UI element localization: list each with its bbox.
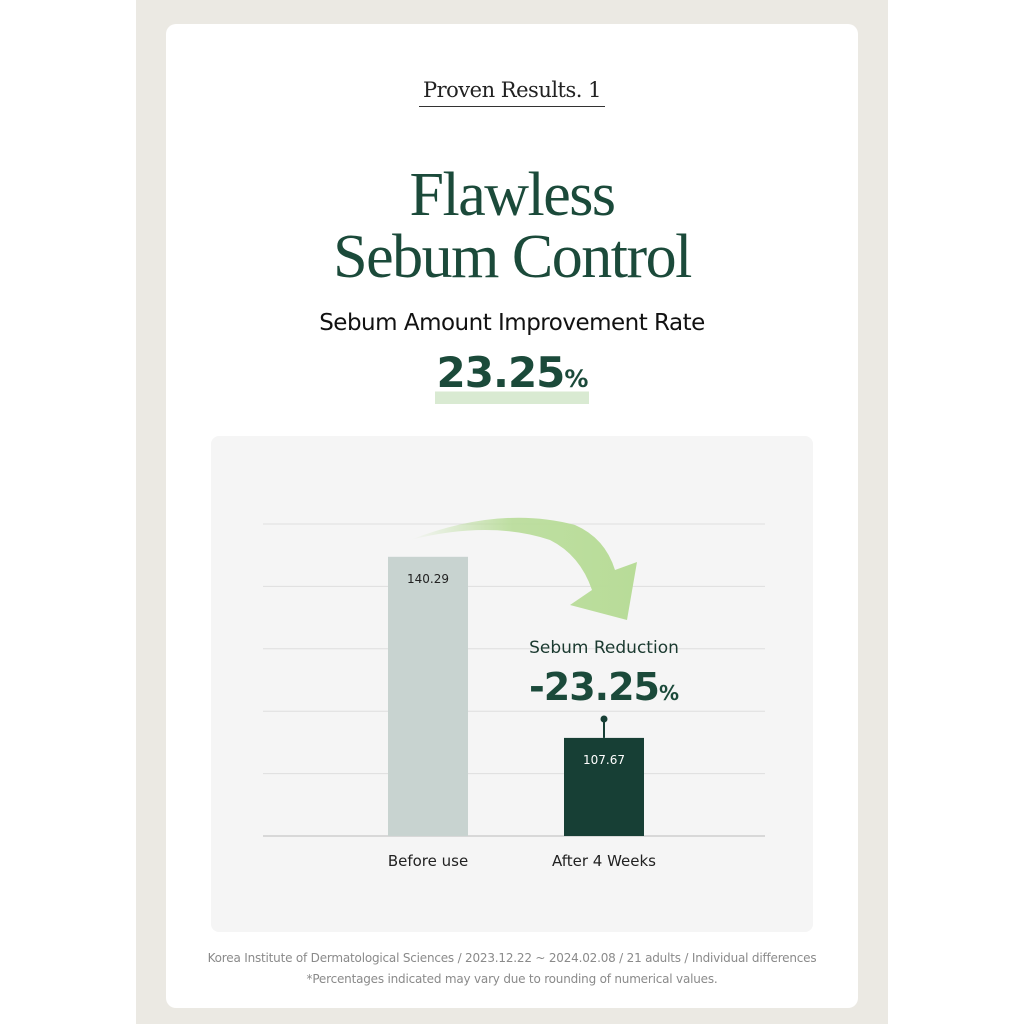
rate-unit: %	[564, 365, 588, 393]
page-title: Flawless Sebum Control	[0, 164, 1024, 288]
category-label: Before use	[388, 852, 468, 870]
bar-value-label: 107.67	[583, 753, 625, 767]
footer-note: *Percentages indicated may vary due to r…	[306, 972, 718, 986]
rate-value: 23.25	[436, 348, 566, 397]
category-label: After 4 Weeks	[552, 852, 656, 870]
annotation-label: Sebum Reduction	[529, 638, 679, 658]
annotation-number: -23.25	[529, 665, 659, 709]
subtitle: Sebum Amount Improvement Rate	[319, 310, 705, 336]
eyebrow: Proven Results. 1	[0, 78, 1024, 107]
footer-source: Korea Institute of Dermatological Scienc…	[207, 951, 817, 965]
bar-after	[564, 737, 644, 836]
eyebrow-text: Proven Results. 1	[419, 78, 605, 107]
annotation-value: -23.25%	[529, 665, 679, 709]
rate: 23.25%	[0, 348, 1024, 404]
bar-before	[388, 556, 468, 836]
arrow-icon	[410, 517, 637, 620]
annotation-pin-dot	[600, 715, 608, 723]
title-line-2: Sebum Control	[333, 223, 692, 291]
title-line-1: Flawless	[409, 161, 617, 229]
bar-value-label: 140.29	[407, 572, 449, 586]
annotation-unit: %	[659, 681, 679, 705]
